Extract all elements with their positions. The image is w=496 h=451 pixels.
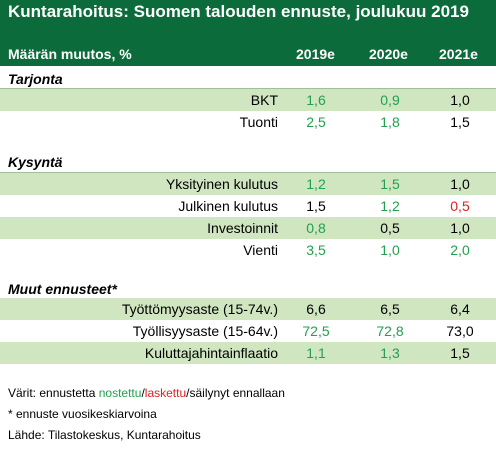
row-value: 1,6 [306,92,326,108]
row-value: 3,5 [306,242,326,258]
row-value: 6,4 [450,301,470,317]
row-value: 0,5 [380,220,400,236]
table-row: Julkinen kulutus 1,5 1,2 0,5 [0,195,496,217]
row-value: 0,9 [380,92,400,108]
row-value: 1,0 [450,176,470,192]
row-value: 1,3 [380,345,400,361]
legend-separator: / [141,386,145,400]
row-label: Työttömyysaste (15-74v.) [121,301,278,317]
table-row: Työllisyysaste (15-64v.) 72,5 72,8 73,0 [0,320,496,342]
legend-lowered: laskettu [144,386,187,400]
section-heading-muut-ennusteet: Muut ennusteet* [8,281,117,297]
legend-kept: säilynyt ennallaan [189,386,285,400]
divider [0,88,496,89]
row-value: 1,2 [306,176,326,192]
row-value: 6,5 [380,301,400,317]
row-value: 1,5 [450,345,470,361]
row-value: 1,0 [450,220,470,236]
row-value: 72,5 [302,323,330,339]
section-heading-kysynta: Kysyntä [8,154,63,170]
row-value: 0,8 [306,220,326,236]
table-row: Investoinnit 0,8 0,5 1,0 [0,217,496,239]
table-row: Yksityinen kulutus 1,2 1,5 1,0 [0,173,496,195]
row-value: 1,0 [380,242,400,258]
divider [0,172,496,173]
page-title: Kuntarahoitus: Suomen talouden ennuste, … [8,2,469,21]
row-value: 6,6 [306,301,326,317]
row-label: Kuluttajahintainflaatio [144,345,278,361]
row-value: 2,0 [450,242,470,258]
source-note: Lähde: Tilastokeskus, Kuntarahoitus [8,428,201,442]
row-value: 72,8 [376,323,404,339]
row-value: 1,5 [450,114,470,130]
row-label: Julkinen kulutus [178,198,278,214]
subheader-label: Määrän muutos, % [8,46,132,62]
row-value: 1,0 [450,92,470,108]
row-label: Yksityinen kulutus [165,176,278,192]
row-value: 0,5 [450,198,470,214]
row-label: BKT [250,92,278,108]
row-value: 1,1 [306,345,326,361]
legend-separator: / [186,386,190,400]
footnote: * ennuste vuosikeskiarvoina [8,407,157,421]
row-value: 1,5 [380,176,400,192]
row-label: Tuonti [239,114,278,130]
table-row: Kuluttajahintainflaatio 1,1 1,3 1,5 [0,342,496,364]
table-row: BKT 1,6 0,9 1,0 [0,89,496,111]
table-header: Kuntarahoitus: Suomen talouden ennuste, … [0,0,496,66]
table-row: Vienti 3,5 1,0 2,0 [0,239,496,261]
column-header-2021e: 2021e [439,46,478,62]
row-value: 1,5 [306,198,326,214]
legend-prefix: Värit: ennustetta [8,386,99,400]
row-value: 2,5 [306,114,326,130]
column-header-2020e: 2020e [369,46,408,62]
row-label: Vienti [243,242,278,258]
legend-raised: nostettu [98,386,142,400]
row-value: 1,8 [380,114,400,130]
row-value: 1,2 [380,198,400,214]
column-header-2019e: 2019e [296,46,335,62]
table-row: Tuonti 2,5 1,8 1,5 [0,111,496,133]
row-value: 73,0 [446,323,474,339]
table-row: Työttömyysaste (15-74v.) 6,6 6,5 6,4 [0,298,496,320]
row-label: Työllisyysaste (15-64v.) [132,323,278,339]
row-label: Investoinnit [207,220,278,236]
section-heading-tarjonta: Tarjonta [8,71,63,87]
color-legend: Värit: ennustetta nostettu/laskettu/säil… [8,386,285,400]
